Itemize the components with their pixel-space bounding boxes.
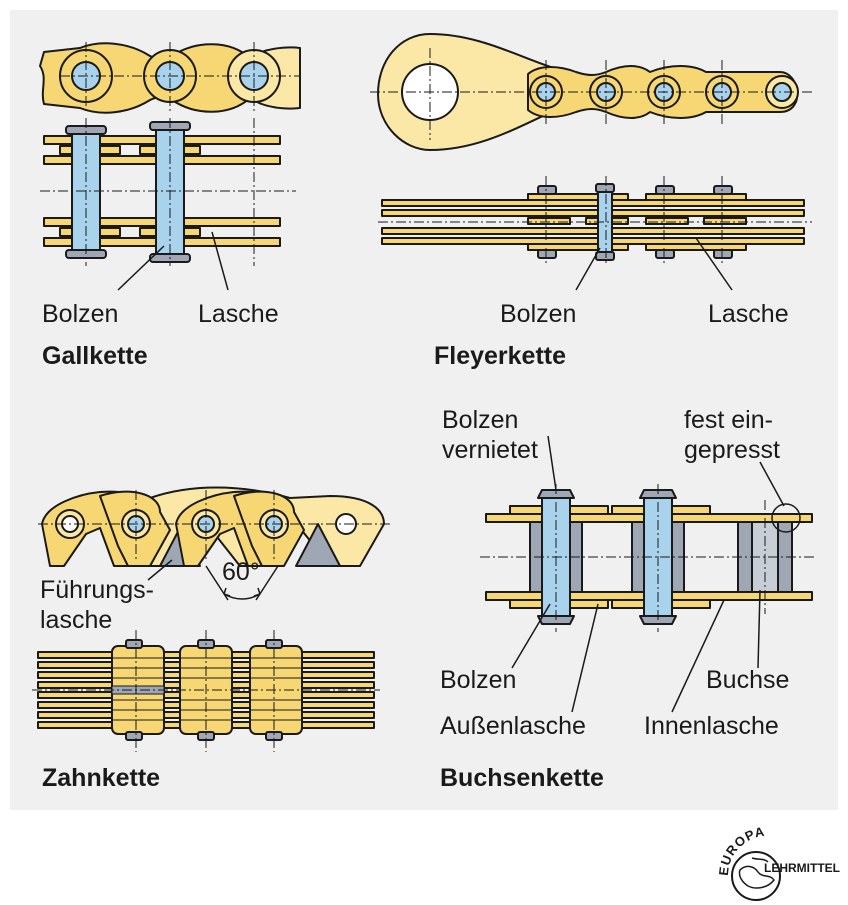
buchsenkette-aussenlasche-label: Außenlasche: [440, 712, 586, 740]
buchsenkette-bolzen-vernietet-label-1: Bolzen: [442, 406, 519, 434]
buchsenkette-section-view: [480, 435, 816, 713]
zahnkette-title: Zahnkette: [42, 764, 161, 792]
zahnkette-fuehrungslasche-label-1: Führungs-: [40, 576, 154, 604]
zahnkette-front-view: [38, 486, 392, 601]
globe-icon: [731, 851, 781, 901]
zahnkette-fuehrungslasche-label-2: lasche: [40, 606, 113, 634]
logo-side-text: LEHRMITTEL: [764, 861, 840, 875]
zahnkette-angle-label: 60°: [222, 558, 260, 586]
buchsenkette-fest-label-1: fest ein-: [684, 406, 773, 434]
buchsenkette-innenlasche-label: Innenlasche: [644, 712, 779, 740]
buchsenkette-title: Buchsenkette: [440, 764, 604, 792]
buchsenkette-bolzen-vernietet-label-2: vernietet: [442, 436, 538, 464]
zahnkette-top-view: [32, 630, 380, 752]
fleyerkette-front-view: [370, 33, 812, 151]
buchsenkette-buchse-label: Buchse: [706, 666, 790, 694]
gallkette-bolzen-label: Bolzen: [42, 300, 119, 328]
fleyerkette-title: Fleyerkette: [434, 342, 567, 370]
gallkette-lasche-label: Lasche: [198, 300, 279, 328]
fleyerkette-top-view: [378, 176, 812, 291]
buchsenkette-fest-label-2: gepresst: [684, 436, 780, 464]
fleyerkette-lasche-label: Lasche: [708, 300, 789, 328]
gallkette-title: Gallkette: [42, 342, 148, 370]
europa-lehrmittel-logo: EUROPA LEHRMITTEL: [716, 824, 840, 901]
buchsenkette-bolzen-label: Bolzen: [440, 666, 517, 694]
gallkette-top-view: [40, 118, 296, 291]
gallkette-front-view: [39, 42, 301, 114]
fleyerkette-bolzen-label: Bolzen: [500, 300, 577, 328]
